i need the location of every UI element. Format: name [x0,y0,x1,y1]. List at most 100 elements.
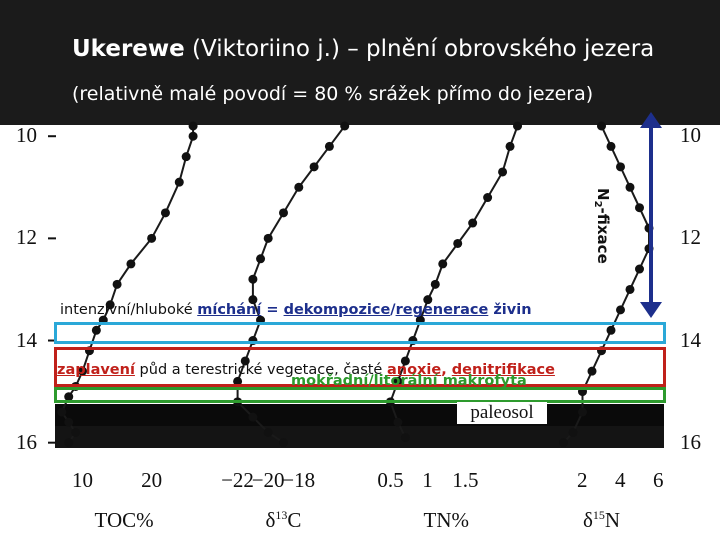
data-point [393,376,403,386]
x-tick-label: −20 [251,468,285,492]
data-point [453,238,463,248]
depth-tick-right: 14 [680,327,701,352]
data-point [248,295,258,305]
arrow-head-top [640,112,662,128]
n2-n: N [594,188,612,201]
data-point [309,162,319,172]
data-point [188,131,198,141]
data-point [64,417,74,427]
mixing-annotation: intenzivní/hluboké míchání = dekompozice… [60,302,532,318]
decomposition-keyword: dekompozice [283,302,391,318]
data-point [625,182,635,192]
data-point [587,366,597,376]
regeneration-keyword: regenerace [395,302,489,318]
depth-tick-right: 16 [680,429,701,454]
data-point [64,438,74,448]
x-tick-label: 6 [653,468,664,492]
data-point [438,259,448,269]
data-point [248,274,258,284]
flooding-keyword: zaplavení [57,362,135,378]
depth-tick-right: 10 [680,123,701,148]
data-point [635,203,644,213]
mixing-equals: = [261,302,284,318]
data-point [263,233,273,243]
data-point [105,300,115,310]
anoxia-keyword: anoxie [386,362,442,378]
data-point [71,427,81,437]
flooding-annotation: zaplavení půd a terestrické vegetace, ča… [57,362,555,378]
data-point [294,182,304,192]
data-point [64,392,74,402]
data-point [483,193,493,203]
depth-tick-left: 16 [16,429,37,454]
data-point [279,438,288,448]
title-lake-name: Ukerewe [72,36,185,62]
x-tick-label: 2 [577,468,588,492]
macrophyte-highlight-box [54,387,666,403]
flooding-comma: , [441,362,452,378]
x-tick-label: 10 [72,468,94,492]
data-point [559,438,568,448]
data-point [606,141,616,151]
flooding-highlight-box [54,347,666,387]
paleosol-band [55,426,664,448]
panel-axis-label: TOC% [94,508,154,532]
n2-rest: -fixace [594,207,612,264]
slide-subtitle: (relativně malé povodí = 80 % srážek pří… [72,83,594,105]
data-point [616,162,625,172]
data-point [400,433,410,443]
x-tick-label: 1.5 [452,468,479,492]
panel-axis-label: δ15N [583,508,621,532]
mixing-highlight-box [54,322,666,344]
x-tick-label: 20 [141,468,163,492]
paleosol-label: paleosol [457,402,547,424]
data-point [160,208,170,218]
x-tick-label: −18 [282,468,316,492]
data-point [625,284,635,294]
mixing-part-1: intenzivní/hluboké [60,302,198,318]
data-point [635,264,644,274]
data-point [174,177,184,187]
arrow-head-bottom [640,302,662,318]
panel-axis-label: TN% [423,508,470,532]
data-point [468,218,478,228]
profile-line [389,125,519,439]
data-point [240,356,250,366]
data-point [112,279,122,289]
data-point [400,356,410,366]
panel-axis-label: δ13C [265,508,302,532]
data-point [423,295,433,305]
data-point [578,407,587,417]
data-point [188,121,198,131]
data-point [256,254,266,264]
data-point [597,121,606,131]
x-tick-label: 1 [422,468,433,492]
title-rest: (Viktoriino j.) – plnění obrovského jeze… [184,36,655,62]
depth-tick-left: 14 [16,327,37,352]
n2-subscript: 2 [592,200,603,208]
mixing-slash: / [390,302,396,318]
data-point [233,376,243,386]
depth-tick-left: 10 [16,123,37,148]
data-point [616,305,625,315]
data-point [430,279,440,289]
data-point [498,167,508,177]
data-point [91,325,101,335]
data-point [78,366,88,376]
depth-tick-left: 12 [16,225,37,250]
n2-fixation-label: N2-fixace [592,188,612,264]
data-point [181,152,191,162]
flooding-middle: půd a terestrické vegetace, časté [134,362,387,378]
nutrients-word: živin [488,302,532,318]
x-tick-label: 0.5 [377,468,404,492]
data-point [393,417,403,427]
data-point [279,208,288,218]
data-point [248,412,258,422]
denitrification-keyword: denitrifikace [451,362,555,378]
data-point [57,407,67,417]
data-point [340,121,350,131]
data-point [505,141,515,151]
data-point [568,427,578,437]
